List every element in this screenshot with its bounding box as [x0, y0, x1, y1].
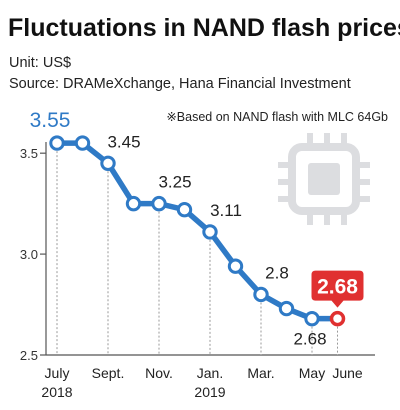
chip-icon	[278, 133, 370, 225]
data-label: 2.68	[293, 330, 326, 349]
y-tick-label: 2.5	[20, 348, 38, 363]
chip-pin	[358, 179, 370, 185]
data-point	[202, 224, 218, 240]
x-tick-label: Nov.	[145, 365, 173, 381]
chip-core	[308, 163, 340, 195]
data-point-highlight	[329, 310, 346, 327]
data-point	[125, 195, 142, 212]
data-label: 3.45	[107, 132, 140, 151]
data-point	[227, 258, 244, 274]
y-tick-label: 3.5	[20, 146, 38, 161]
data-label: 3.25	[158, 173, 191, 192]
chart-title: Fluctuations in NAND flash prices	[8, 14, 400, 42]
x-tick-labels: July 2018 Sept. Nov. Jan. 2019 Mar. May June	[41, 365, 362, 400]
chip-pin	[278, 162, 290, 168]
chip-pin	[358, 162, 370, 168]
chip-pin	[341, 213, 347, 225]
data-point	[253, 286, 269, 303]
x-tick-label: 2018	[41, 384, 72, 400]
data-point	[304, 310, 320, 327]
y-tick-label: 3.0	[20, 247, 38, 262]
chip-pin	[324, 133, 330, 145]
data-point	[176, 201, 193, 218]
note-label: ※Based on NAND flash with MLC 64Gb	[166, 110, 388, 124]
chip-pin	[307, 213, 313, 225]
x-tick-label: July	[45, 365, 70, 381]
data-point	[151, 195, 167, 212]
data-points	[49, 135, 346, 327]
data-label: 3.55	[30, 109, 71, 132]
data-labels: 3.55 3.45 3.25 3.11 2.8 2.68 2.68	[30, 109, 364, 349]
unit-label: Unit: US$	[9, 55, 71, 71]
axes	[40, 142, 375, 356]
chip-pin	[358, 196, 370, 202]
x-tick-label: June	[332, 365, 363, 381]
data-point	[100, 155, 116, 171]
chip-pin	[341, 133, 347, 145]
chip-pin	[278, 196, 290, 202]
data-point	[74, 135, 91, 151]
x-tick-label: 2019	[194, 384, 225, 400]
x-tick-label: May	[299, 365, 325, 381]
guide-lines	[56, 143, 338, 355]
highlight-callout	[311, 270, 364, 308]
data-label-highlight: 2.68	[317, 276, 358, 299]
source-label: Source: DRAMeXchange, Hana Financial Inv…	[9, 76, 351, 92]
data-point	[49, 135, 65, 151]
chip-body	[288, 143, 360, 215]
x-tick-label: Mar.	[247, 365, 274, 381]
x-tick-label: Jan.	[197, 365, 223, 381]
data-point	[278, 300, 295, 317]
chip-pin	[278, 179, 290, 185]
y-tick-labels: 2.5 3.0 3.5	[20, 146, 38, 363]
data-label: 2.8	[265, 263, 289, 282]
chip-pin	[307, 133, 313, 145]
data-label: 3.11	[210, 201, 242, 220]
chip-pin	[324, 213, 330, 225]
x-tick-label: Sept.	[92, 365, 125, 381]
